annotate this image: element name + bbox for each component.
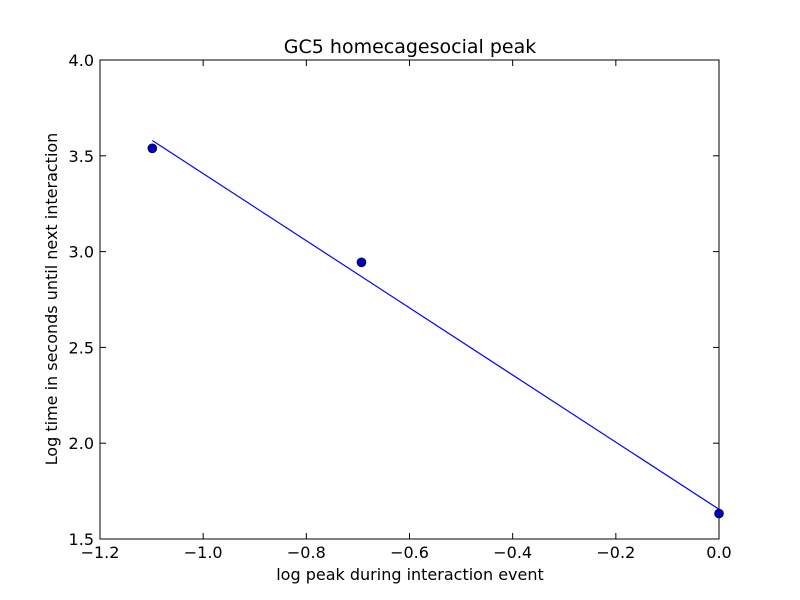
y-tick-label-1: 2.0 — [69, 434, 94, 453]
x-axis-label: log peak during interaction event — [276, 565, 544, 584]
fit-line — [151, 139, 720, 510]
y-tick-label-5: 4.0 — [69, 51, 94, 70]
x-tick-label-6: 0.0 — [706, 543, 731, 562]
plot-frame — [99, 59, 720, 540]
data-point-2 — [356, 257, 367, 268]
x-tick-label-5: −0.2 — [596, 543, 635, 562]
y-tick-label-3: 3.0 — [69, 243, 94, 262]
x-tick-label-1: −1.0 — [184, 543, 223, 562]
x-tick-label-3: −0.6 — [390, 543, 429, 562]
x-tick-label-2: −0.8 — [287, 543, 326, 562]
y-tick-label-0: 1.5 — [69, 530, 94, 549]
y-tick-label-2: 2.5 — [69, 338, 94, 357]
data-point-3 — [714, 508, 724, 519]
y-tick-label-4: 3.5 — [69, 147, 94, 166]
chart-title: GC5 homecagesocial peak — [284, 36, 536, 58]
y-axis-label: Log time in seconds until next interacti… — [42, 133, 61, 466]
plot-area: −1.2 −1.0 −0.8 −0.6 −0.4 −0.2 0.0 1.5 2.0 2.5 3.0 3… — [69, 51, 732, 562]
x-tick-label-4: −0.4 — [493, 543, 532, 562]
x-tick-label-0: −1.2 — [81, 543, 120, 562]
data-point-1 — [147, 143, 158, 154]
